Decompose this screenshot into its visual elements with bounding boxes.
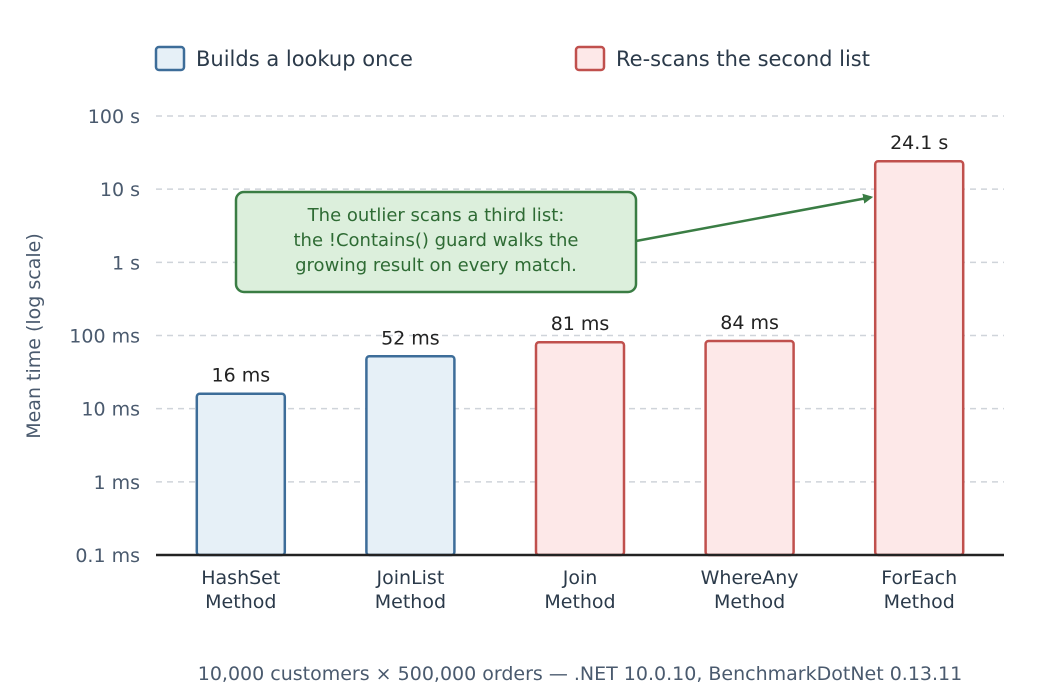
bar <box>534 340 626 557</box>
x-tick-label: Method <box>375 591 446 613</box>
legend-label-rescan: Re-scans the second list <box>616 47 870 71</box>
y-tick-label: 1 ms <box>93 472 140 494</box>
x-tick-label: ForEach <box>881 567 957 589</box>
y-tick-label: 100 s <box>88 106 140 128</box>
annotation-line-1: The outlier scans a third list: <box>307 205 565 226</box>
bar <box>704 339 795 557</box>
y-tick-label: 10 s <box>100 179 140 201</box>
x-tick-label: HashSet <box>201 567 280 589</box>
x-tick-label: Method <box>205 591 276 613</box>
x-tick-label: Method <box>884 591 955 613</box>
annotation: The outlier scans a third list: the !Con… <box>234 190 874 294</box>
y-axis-ticks: 0.1 ms 1 ms 10 ms 100 ms 1 s 10 s 100 s <box>69 106 140 567</box>
annotation-line-3: growing result on every match. <box>295 255 577 276</box>
footnote: 10,000 customers × 500,000 orders — .NET… <box>198 663 962 685</box>
bar-value-label: 16 ms <box>211 365 270 387</box>
bar-value-label: 84 ms <box>720 312 779 334</box>
y-tick-label: 100 ms <box>69 326 140 348</box>
bar-value-label: 81 ms <box>551 313 610 335</box>
x-tick-label: Join <box>562 567 598 589</box>
bar <box>195 392 287 557</box>
bar-value-labels: 16 ms 52 ms 81 ms 84 ms 24.1 s <box>211 132 948 387</box>
y-axis-label: Mean time (log scale) <box>23 233 45 439</box>
x-tick-label: JoinList <box>376 567 445 589</box>
x-tick-label: Method <box>544 591 615 613</box>
legend-label-lookup: Builds a lookup once <box>196 47 413 71</box>
y-tick-label: 0.1 ms <box>75 545 140 567</box>
legend: Builds a lookup once Re-scans the second… <box>154 45 870 72</box>
annotation-line-2: the !Contains() guard walks the <box>293 230 578 251</box>
bar <box>365 355 456 557</box>
annotation-arrow <box>635 193 874 243</box>
x-tick-label: WhereAny <box>701 567 799 589</box>
bar <box>873 159 965 557</box>
y-tick-label: 1 s <box>112 252 140 274</box>
y-tick-label: 10 ms <box>81 399 140 421</box>
legend-swatch-lookup <box>154 45 186 72</box>
annotation-box <box>234 190 638 294</box>
x-axis-categories: HashSetMethodJoinListMethodJoinMethodWhe… <box>201 567 957 613</box>
bar-value-label: 24.1 s <box>890 132 948 154</box>
bars <box>195 159 965 557</box>
x-tick-label: Method <box>714 591 785 613</box>
bar-value-label: 52 ms <box>381 327 440 349</box>
legend-swatch-rescan <box>574 45 606 72</box>
